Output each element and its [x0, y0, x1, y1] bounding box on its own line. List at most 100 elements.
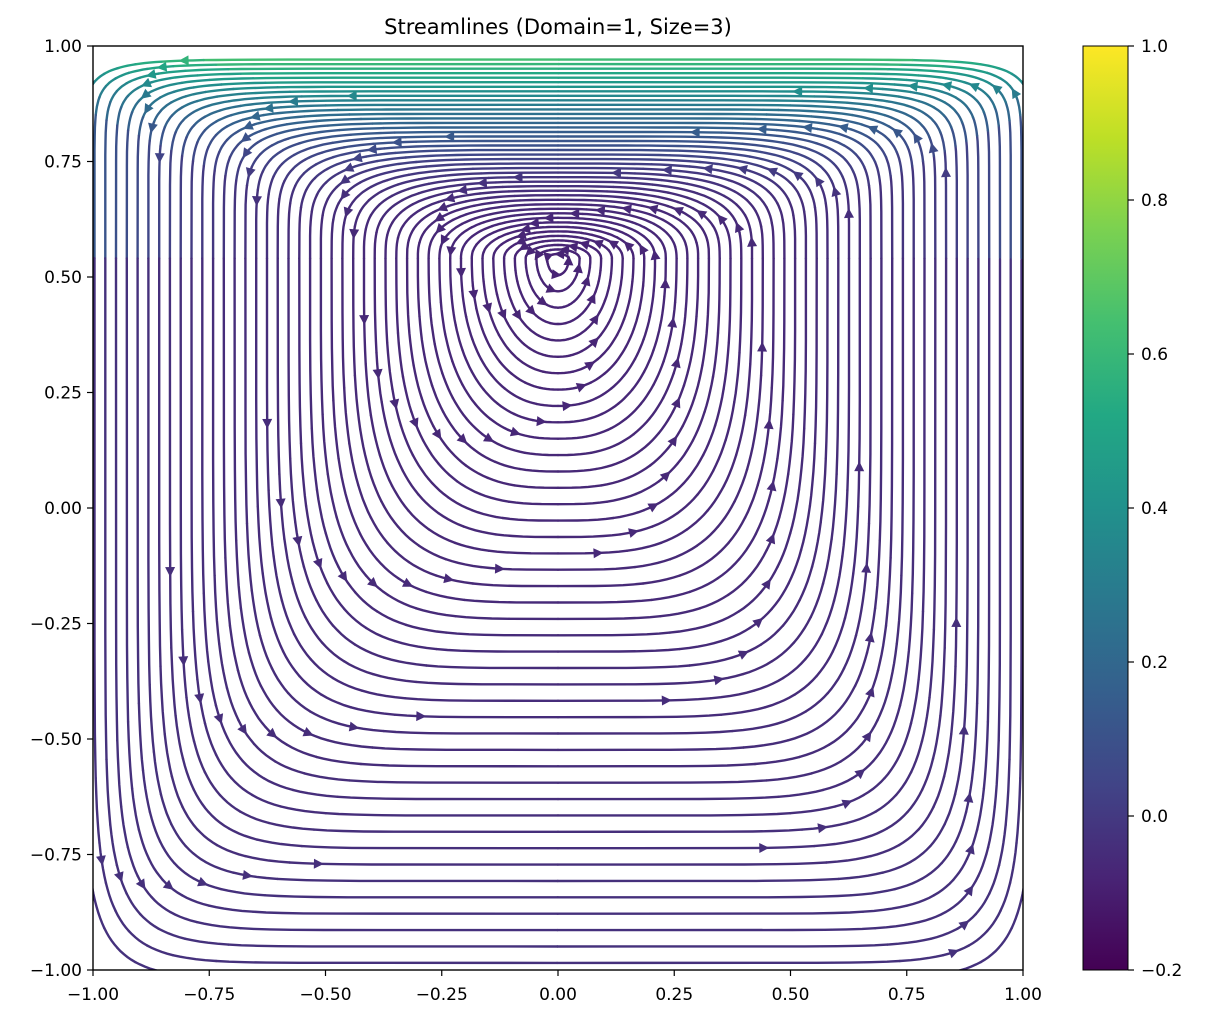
streamline-segment — [944, 116, 951, 128]
streamline-segment — [694, 220, 702, 229]
streamline-segment — [224, 176, 226, 259]
streamline-segment — [499, 234, 508, 238]
streamline-segment — [117, 83, 127, 91]
streamline-segment — [601, 196, 628, 198]
streamline-segment — [804, 259, 806, 429]
streamline-segment — [570, 351, 581, 355]
streamline-segment — [583, 214, 602, 216]
streamline-segment — [351, 133, 395, 135]
streamline-segment — [311, 659, 333, 678]
streamline-segment — [583, 414, 602, 420]
streamline-segment — [132, 788, 139, 829]
streamline-segment — [641, 218, 654, 223]
streamline-segment — [161, 972, 203, 978]
streamline-segment — [502, 446, 525, 453]
streamline-segment — [377, 611, 406, 624]
streamline-segment — [755, 119, 800, 121]
streamline-segment — [558, 748, 744, 750]
streamline-segment — [907, 106, 922, 112]
streamline-segment — [873, 120, 889, 127]
streamline-arrow — [593, 548, 603, 558]
streamline-segment — [216, 126, 227, 135]
streamline-segment — [429, 245, 431, 259]
streamline-segment — [772, 583, 789, 609]
streamline-segment — [304, 164, 317, 173]
streamline-segment — [558, 698, 711, 701]
streamline-segment — [558, 137, 711, 138]
streamline-segment — [508, 323, 516, 335]
streamline-segment — [524, 344, 534, 351]
streamline-segment — [426, 164, 464, 166]
streamline-segment — [464, 527, 496, 535]
streamline-segment — [670, 176, 697, 180]
streamline-segment — [353, 259, 355, 376]
streamline-segment — [735, 470, 748, 502]
streamline-segment — [632, 222, 644, 227]
streamline-segment — [644, 317, 650, 340]
streamline-segment — [398, 578, 426, 592]
streamline-segment — [84, 110, 85, 258]
streamline-segment — [495, 462, 520, 469]
streamline-segment — [181, 259, 182, 630]
streamline-segment — [392, 486, 408, 511]
streamline-segment — [361, 118, 558, 119]
streamline-segment — [900, 135, 908, 147]
streamline-segment — [448, 201, 466, 206]
streamline-segment — [186, 92, 206, 96]
streamline-segment — [388, 162, 416, 166]
streamline-segment — [558, 502, 607, 505]
streamline-segment — [138, 258, 139, 703]
colorbar-tick-label: 0.8 — [1141, 191, 1168, 211]
streamline-segment — [823, 169, 832, 181]
streamline-segment — [664, 334, 671, 361]
streamline-segment — [511, 301, 516, 313]
streamline-segment — [598, 348, 608, 359]
streamline-segment — [923, 161, 925, 258]
streamline-segment — [187, 698, 195, 742]
streamline-segment — [208, 662, 216, 706]
streamline-segment — [439, 246, 441, 258]
streamline-segment — [269, 176, 274, 194]
streamline-segment — [95, 115, 96, 258]
streamline-segment — [635, 173, 671, 175]
streamline-segment — [107, 759, 111, 825]
streamline-segment — [323, 414, 328, 474]
streamline-segment — [258, 172, 263, 190]
streamline-arrow — [628, 528, 639, 538]
streamline-segment — [826, 856, 871, 862]
streamline-segment — [326, 813, 558, 815]
streamline-segment — [945, 794, 955, 824]
streamline-segment — [173, 955, 216, 961]
streamline-segment — [604, 227, 616, 230]
streamline-segment — [475, 214, 490, 218]
streamline-segment — [805, 634, 822, 659]
streamline-segment — [505, 220, 520, 223]
streamline-arrow — [179, 55, 189, 65]
streamline-arrow — [96, 855, 106, 866]
streamline-segment — [558, 518, 613, 521]
streamline-segment — [419, 188, 439, 193]
streamline-segment — [492, 237, 499, 241]
streamline-segment — [322, 147, 344, 152]
streamline-segment — [430, 309, 435, 344]
streamline-segment — [912, 166, 914, 258]
streamline-segment — [548, 339, 558, 340]
streamline-arrow — [314, 859, 324, 869]
streamline-segment — [426, 666, 558, 669]
streamline-segment — [371, 518, 388, 543]
streamline-segment — [875, 162, 880, 181]
streamline-segment — [116, 911, 129, 931]
streamline-segment — [978, 848, 988, 877]
streamline-segment — [794, 153, 811, 160]
streamline-segment — [871, 845, 899, 856]
streamline-segment — [777, 401, 782, 459]
streamline-segment — [558, 78, 863, 79]
streamline-segment — [375, 233, 377, 259]
streamline-segment — [739, 161, 761, 166]
streamline-segment — [707, 240, 709, 258]
streamline-segment — [557, 945, 887, 947]
streamline-segment — [332, 219, 334, 258]
streamline-segment — [851, 889, 895, 895]
streamline-segment — [530, 237, 539, 239]
streamline-segment — [372, 123, 558, 124]
